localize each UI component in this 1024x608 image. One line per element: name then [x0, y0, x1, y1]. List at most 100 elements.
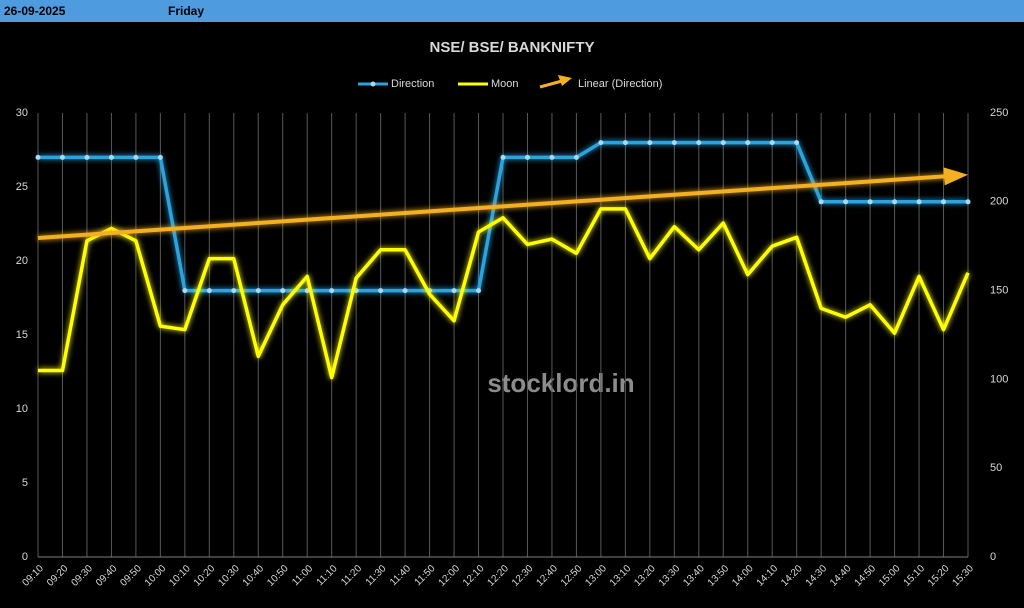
point [378, 288, 384, 294]
point [182, 288, 188, 294]
trendline-arrow [943, 167, 968, 186]
point [133, 154, 139, 160]
point [573, 154, 579, 160]
x-tick-label: 13:30 [657, 563, 683, 589]
y2-tick-label: 0 [990, 551, 996, 563]
x-tick-label: 11:40 [388, 563, 413, 588]
x-tick-label: 12:50 [559, 563, 585, 589]
x-tick-label: 13:00 [583, 563, 609, 589]
watermark: stocklord.in [487, 368, 634, 398]
x-tick-label: 13:40 [681, 563, 707, 589]
point [84, 154, 90, 160]
point [769, 140, 775, 146]
point [720, 140, 726, 146]
x-tick-label: 10:20 [192, 563, 218, 589]
point [206, 288, 212, 294]
point [524, 154, 530, 160]
y-tick-label: 0 [22, 551, 28, 563]
legend: Direction Moon Linear (Direction) [358, 75, 662, 90]
x-tick-label: 14:50 [853, 563, 879, 589]
x-tick-label: 09:10 [21, 563, 47, 589]
point [255, 288, 261, 294]
x-tick-label: 09:30 [69, 563, 95, 589]
y2-tick-label: 200 [990, 196, 1008, 208]
x-tick-label: 15:30 [951, 563, 977, 589]
x-tick-label: 12:20 [486, 563, 512, 589]
point [59, 154, 65, 160]
y-tick-label: 15 [16, 329, 28, 341]
x-tick-label: 09:20 [45, 563, 71, 589]
y-tick-label: 25 [16, 181, 28, 193]
x-tick-label: 13:50 [706, 563, 732, 589]
legend-swatch [539, 79, 563, 89]
legend-arrow [558, 75, 572, 86]
point [329, 288, 335, 294]
point [500, 154, 506, 160]
point [35, 154, 41, 160]
y-tick-label: 5 [22, 477, 28, 489]
point [622, 140, 628, 146]
point [867, 199, 873, 205]
point [476, 288, 482, 294]
x-tick-label: 10:10 [167, 563, 193, 589]
chart-title: NSE/ BSE/ BANKNIFTY [429, 39, 594, 56]
trendline [37, 173, 959, 240]
legend-point [370, 81, 376, 87]
y2-tick-label: 100 [990, 373, 1008, 385]
point [451, 288, 457, 294]
x-tick-label: 15:00 [877, 563, 903, 589]
point [965, 199, 971, 205]
x-tick-label: 11:50 [413, 563, 438, 588]
x-tick-label: 10:40 [241, 563, 267, 589]
header-date: 26-09-2025 [4, 4, 66, 18]
y-tick-label: 20 [16, 255, 28, 267]
x-tick-label: 14:00 [730, 563, 756, 589]
point [794, 140, 800, 146]
point [671, 140, 677, 146]
x-tick-label: 15:20 [926, 563, 952, 589]
x-tick-label: 12:00 [437, 563, 463, 589]
legend-label: Direction [391, 78, 434, 90]
x-tick-label: 15:10 [902, 563, 928, 589]
x-tick-label: 14:10 [755, 563, 781, 589]
x-tick-label: 14:30 [804, 563, 830, 589]
point [304, 288, 310, 294]
point [598, 140, 604, 146]
point [108, 154, 114, 160]
point [280, 288, 286, 294]
header-day: Friday [168, 4, 204, 18]
y2-tick-label: 50 [990, 462, 1002, 474]
x-tick-label: 09:50 [118, 563, 144, 589]
legend-label: Linear (Direction) [578, 78, 662, 90]
y-tick-label: 30 [16, 107, 28, 119]
x-tick-label: 13:20 [632, 563, 658, 589]
point [696, 140, 702, 146]
x-tick-label: 14:20 [779, 563, 805, 589]
y2-tick-label: 250 [990, 107, 1008, 119]
x-tick-label: 10:30 [216, 563, 242, 589]
x-tick-label: 14:40 [828, 563, 854, 589]
point [647, 140, 653, 146]
x-tick-label: 11:00 [290, 563, 315, 588]
legend-label: Moon [491, 78, 519, 90]
point [818, 199, 824, 205]
point [231, 288, 237, 294]
x-tick-label: 11:20 [339, 563, 364, 588]
x-tick-label: 09:40 [94, 563, 120, 589]
y-tick-label: 10 [16, 403, 28, 415]
point [892, 199, 898, 205]
point [916, 199, 922, 205]
point [843, 199, 849, 205]
x-tick-label: 12:30 [510, 563, 536, 589]
point [941, 199, 947, 205]
x-tick-label: 11:30 [364, 563, 389, 588]
x-tick-label: 12:10 [461, 563, 487, 589]
x-tick-label: 13:10 [608, 563, 634, 589]
point [549, 154, 555, 160]
series-line [38, 207, 970, 380]
y2-tick-label: 150 [990, 285, 1008, 297]
point [157, 154, 163, 160]
x-tick-label: 10:00 [143, 563, 169, 589]
x-tick-label: 11:10 [315, 563, 340, 588]
